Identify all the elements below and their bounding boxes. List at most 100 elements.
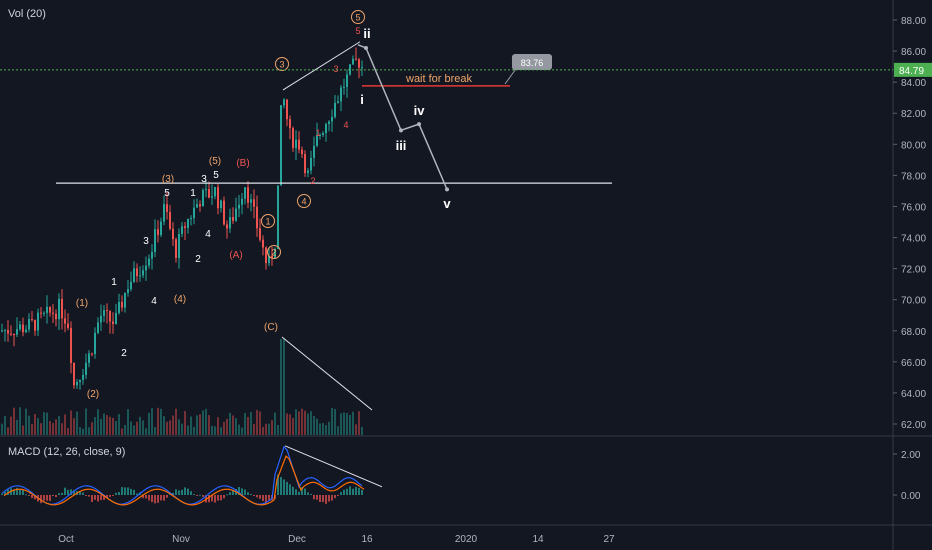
candle-body (169, 211, 171, 229)
subwave-label: 3 (333, 64, 338, 74)
macd-hist-bar (1, 493, 3, 495)
projection-node (417, 122, 421, 127)
volume-bar (19, 407, 21, 435)
macd-hist-bar (361, 489, 363, 495)
circled-wave-marker (261, 214, 275, 228)
volume-bar (286, 413, 288, 435)
volume-bar (196, 415, 198, 435)
volume-bar (67, 428, 69, 435)
volume-bar (289, 414, 291, 435)
macd-hist-bar (151, 495, 153, 503)
macd-hist-bar (118, 491, 120, 495)
candle-body (304, 154, 306, 174)
candle-body (259, 228, 261, 240)
candle-body (91, 353, 93, 355)
macd-hist-bar (25, 494, 27, 496)
candle-body (157, 229, 159, 236)
callout-box (512, 54, 552, 70)
volume-bar (34, 414, 36, 435)
circled-wave-label-2: 2 (271, 248, 276, 258)
candle-body (211, 196, 213, 198)
macd-hist-bar (94, 495, 96, 500)
circled-wave-label-4: 4 (301, 197, 306, 207)
volume-bar (241, 427, 243, 435)
wave-label: 3 (143, 236, 149, 247)
macd-hist-bar (31, 495, 33, 499)
price-tick-label: 88.00 (901, 16, 926, 27)
volume-bar (181, 423, 183, 435)
macd-hist-bar (343, 489, 345, 495)
volume-bar (91, 422, 93, 435)
candle-body (238, 204, 240, 209)
volume-bar (157, 407, 159, 435)
macd-hist-bar (160, 495, 162, 501)
macd-legend: MACD (12, 26, close, 9) (8, 446, 126, 458)
macd-hist-bar (145, 495, 147, 499)
candle-body (172, 228, 174, 240)
candle-body (196, 204, 198, 208)
volume-bar (169, 420, 171, 435)
macd-tick-label: 0.00 (901, 491, 921, 502)
candle-body (343, 86, 345, 88)
candle-body (331, 116, 333, 122)
volume-bar (238, 424, 240, 435)
candle-body (316, 135, 318, 146)
volume-bar (85, 408, 87, 435)
volume-bar (73, 418, 75, 435)
candle-body (340, 87, 342, 102)
volume-bar (247, 416, 249, 435)
volume-bar (49, 421, 51, 435)
circled-wave-marker (297, 194, 311, 208)
macd-hist-bar (277, 474, 279, 495)
candle-body (202, 190, 204, 207)
projection-label-v: v (443, 196, 451, 211)
volume-bar (244, 413, 246, 435)
macd-hist-bar (268, 495, 270, 501)
candle-body (292, 128, 294, 148)
volume-bar (328, 421, 330, 435)
candle-body (289, 119, 291, 129)
candle-body (262, 239, 264, 248)
macd-hist-bar (73, 490, 75, 495)
volume-bar (307, 413, 309, 435)
drawing-overlays: 83.76 wait for break (56, 41, 612, 411)
macd-trendline (284, 445, 383, 488)
candle-body (358, 59, 360, 68)
macd-hist-bar (292, 486, 294, 495)
volume-bar (142, 420, 144, 435)
candle-body (244, 187, 246, 199)
candle-body (271, 255, 273, 258)
price-tick-label: 70.00 (901, 296, 926, 307)
candle-body (223, 200, 225, 225)
candle-body (70, 328, 72, 364)
projection-label-iii: iii (396, 138, 407, 153)
volume-bar (217, 417, 219, 435)
volume-bar (199, 414, 201, 435)
volume-bar (64, 414, 66, 435)
macd-hist-bar (322, 495, 324, 503)
price-tick-label: 84.00 (901, 78, 926, 89)
macd-hist-bar (175, 489, 177, 495)
candle-body (232, 216, 234, 221)
volume-bar (211, 425, 213, 435)
wave-label: (5) (209, 156, 221, 167)
candle-body (349, 64, 351, 75)
macd-hist-bar (280, 476, 282, 495)
volume-bar (130, 421, 132, 435)
macd-hist-bar (58, 493, 60, 495)
candle-body (103, 310, 105, 316)
macd-hist-bar (262, 495, 264, 502)
macd-hist-bar (22, 489, 24, 495)
candle-body (229, 216, 231, 229)
price-tick-label: 76.00 (901, 202, 926, 213)
circled-wave-marker (275, 57, 289, 71)
volume-bar (349, 414, 351, 435)
wave-label: 4 (205, 229, 211, 240)
candle-body (1, 330, 3, 332)
candle-body (109, 311, 111, 322)
wave-label: 1 (190, 188, 196, 199)
volume-bar (235, 418, 237, 435)
volume-bar (346, 413, 348, 435)
